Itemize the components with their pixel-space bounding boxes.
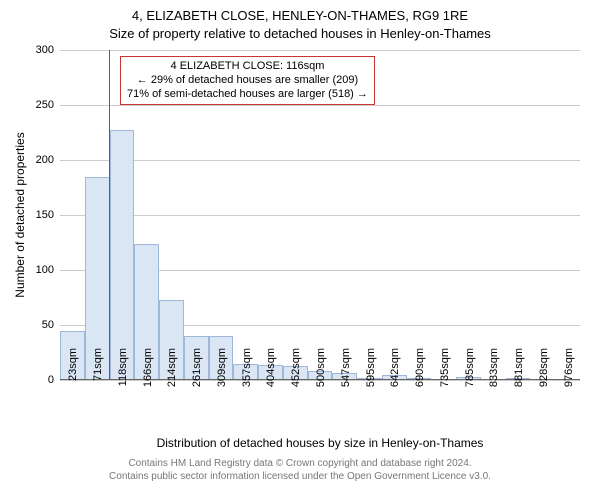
x-tick-label: 595sqm [365,348,377,408]
attribution-line1: Contains HM Land Registry data © Crown c… [0,458,600,471]
x-tick-label: 452sqm [290,348,302,408]
chart-title-line1: 4, ELIZABETH CLOSE, HENLEY-ON-THAMES, RG… [0,8,600,23]
y-tick-label: 100 [4,264,54,276]
x-tick-label: 785sqm [464,348,476,408]
x-axis-label: Distribution of detached houses by size … [60,436,580,450]
x-tick-label: 404sqm [265,348,277,408]
y-tick-label: 150 [4,209,54,221]
x-tick-label: 23sqm [67,348,79,408]
annotation-line: 71% of semi-detached houses are larger (… [127,88,368,102]
y-tick-label: 200 [4,154,54,166]
annotation-line: ← 29% of detached houses are smaller (20… [127,74,368,88]
x-tick-label: 642sqm [389,348,401,408]
attribution-line2: Contains public sector information licen… [0,471,600,484]
histogram-bar [110,130,135,380]
gridline [60,50,580,51]
property-marker-line [109,50,110,380]
chart-plot-area: 0501001502002503004 ELIZABETH CLOSE: 116… [60,50,580,380]
x-tick-label: 261sqm [191,348,203,408]
attribution-text: Contains HM Land Registry data © Crown c… [0,458,600,483]
x-tick-label: 357sqm [241,348,253,408]
annotation-box: 4 ELIZABETH CLOSE: 116sqm← 29% of detach… [120,56,375,105]
x-tick-label: 690sqm [414,348,426,408]
x-tick-label: 547sqm [340,348,352,408]
y-tick-label: 0 [4,374,54,386]
gridline [60,160,580,161]
x-tick-label: 71sqm [92,348,104,408]
x-tick-label: 500sqm [315,348,327,408]
x-tick-label: 928sqm [538,348,550,408]
x-tick-label: 309sqm [216,348,228,408]
gridline [60,215,580,216]
y-tick-label: 300 [4,44,54,56]
y-tick-label: 50 [4,319,54,331]
chart-title-line2: Size of property relative to detached ho… [0,26,600,41]
x-tick-label: 214sqm [166,348,178,408]
x-tick-label: 976sqm [563,348,575,408]
x-tick-label: 166sqm [142,348,154,408]
x-tick-label: 833sqm [488,348,500,408]
annotation-line: 4 ELIZABETH CLOSE: 116sqm [127,60,368,74]
x-tick-label: 881sqm [513,348,525,408]
x-tick-label: 118sqm [117,348,129,408]
x-tick-label: 735sqm [439,348,451,408]
y-tick-label: 250 [4,99,54,111]
page-root: 4, ELIZABETH CLOSE, HENLEY-ON-THAMES, RG… [0,0,600,500]
